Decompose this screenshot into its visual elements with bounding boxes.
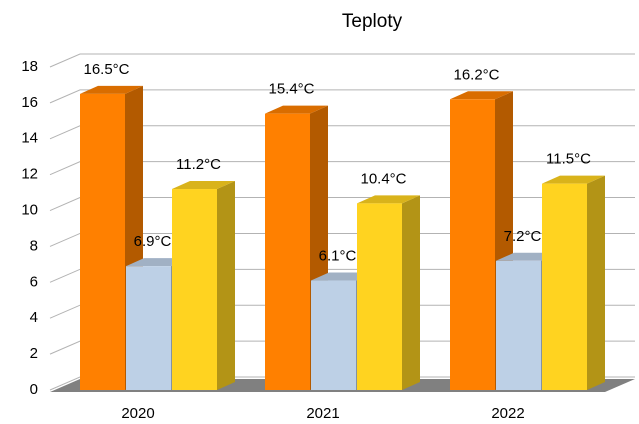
bar-top: [265, 105, 328, 114]
y-tick-label: 16: [21, 94, 38, 111]
data-label: 11.2°C: [176, 156, 221, 173]
y-tick-label: 4: [30, 309, 38, 326]
y-tick-label: 8: [30, 237, 38, 254]
data-label: 7.2°C: [504, 228, 542, 245]
x-tick-label: 2022: [491, 405, 524, 422]
grid-line: [49, 89, 635, 104]
data-label: 10.4°C: [360, 170, 406, 187]
bar: [172, 181, 235, 390]
y-tick-label: 10: [21, 202, 38, 219]
bar-front: [80, 93, 125, 391]
data-label: 16.5°C: [83, 61, 129, 78]
data-label: 15.4°C: [268, 81, 314, 98]
y-tick-label: 14: [21, 130, 38, 147]
bar-front: [172, 189, 217, 390]
y-tick-label: 2: [30, 345, 38, 362]
y-tick-label: 6: [30, 273, 38, 290]
data-label: 11.5°C: [546, 151, 591, 168]
bar-top: [450, 91, 513, 100]
bar-top: [80, 85, 143, 94]
y-tick-label: 12: [21, 166, 38, 183]
bar-front: [265, 113, 310, 391]
bar-front: [496, 260, 541, 390]
data-label: 16.2°C: [453, 66, 499, 83]
chart-title: Teploty: [342, 11, 403, 32]
y-tick-label: 0: [30, 381, 38, 398]
x-tick-label: 2020: [121, 405, 154, 422]
bar-front: [357, 203, 402, 390]
y-tick-label: 18: [21, 58, 38, 75]
bar-front: [450, 99, 495, 391]
bar: [357, 195, 420, 390]
bar-front: [542, 183, 587, 390]
bar-side: [402, 195, 420, 390]
bar-front: [311, 280, 356, 390]
bar-front: [126, 266, 171, 390]
bar-top: [357, 195, 420, 204]
data-label: 6.9°C: [134, 233, 172, 250]
bar-top: [172, 181, 235, 190]
bar-side: [217, 181, 235, 390]
bar-side: [587, 175, 605, 390]
grid-line: [49, 53, 635, 68]
bar-top: [542, 175, 605, 184]
bar: [542, 175, 605, 390]
data-label: 6.1°C: [319, 248, 357, 265]
x-tick-label: 2021: [306, 405, 339, 422]
